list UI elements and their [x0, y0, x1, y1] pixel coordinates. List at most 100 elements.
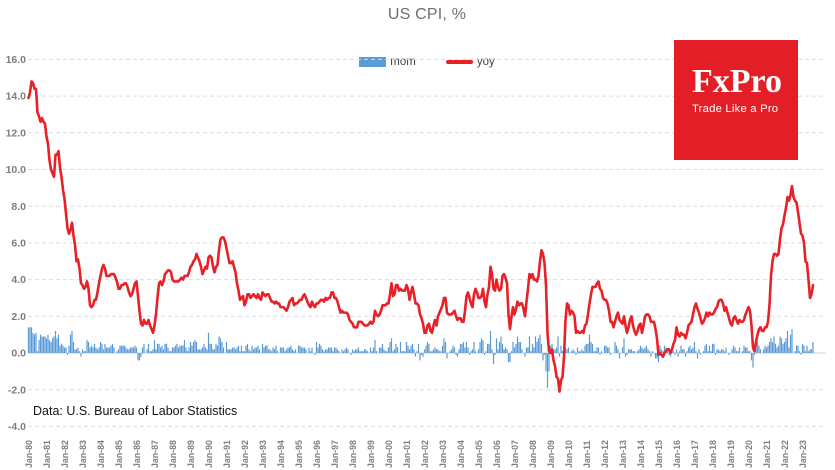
mom-bar [147, 343, 150, 353]
mom-bar [794, 351, 796, 354]
mom-bar [32, 332, 34, 353]
mom-bar [81, 349, 84, 353]
x-tick-label: Jan-03 [438, 440, 448, 468]
mom-bar [354, 349, 357, 353]
mom-bar [261, 343, 264, 353]
mom-bar [443, 338, 445, 353]
mom-bar [336, 349, 339, 353]
mom-bar [738, 347, 741, 353]
mom-bar [150, 351, 153, 354]
mom-bar [722, 349, 724, 353]
mom-bar [656, 353, 658, 359]
mom-bar [177, 347, 180, 353]
mom-bar [330, 347, 333, 353]
x-tick-label: Jan-89 [186, 440, 196, 468]
mom-bar [719, 351, 721, 354]
mom-bar [531, 343, 534, 353]
mom-bar [258, 349, 261, 353]
mom-bar [588, 334, 591, 353]
mom-bar [434, 347, 436, 353]
mom-bar [752, 353, 754, 368]
mom-bar [62, 345, 64, 353]
mom-bar [50, 341, 52, 353]
mom-bar [801, 343, 804, 353]
mom-bar [510, 351, 513, 354]
mom-bar [420, 353, 423, 355]
mom-bar [342, 351, 345, 354]
mom-bar [621, 347, 624, 353]
mom-bar [495, 338, 498, 353]
mom-bar [605, 345, 607, 353]
mom-bar [639, 345, 642, 353]
mom-bar [63, 347, 66, 353]
mom-bar [353, 351, 355, 354]
mom-bar [345, 347, 348, 353]
mom-bar [438, 351, 441, 354]
mom-bar [566, 349, 568, 353]
mom-bar [590, 341, 592, 353]
mom-bar [519, 341, 522, 353]
mom-bar [603, 345, 606, 353]
mom-bar [546, 353, 549, 388]
mom-bar [684, 353, 687, 357]
mom-bar [711, 343, 714, 353]
mom-bar [549, 345, 552, 353]
mom-bar [809, 349, 811, 353]
mom-bar [402, 351, 405, 354]
y-tick-label: 10.0 [6, 164, 27, 176]
mom-bar [498, 341, 501, 353]
mom-bar [647, 349, 649, 353]
fxpro-logo-tagline: Trade Like a Pro [692, 102, 779, 115]
mom-bar [467, 347, 469, 353]
mom-bar [651, 351, 654, 354]
mom-bar [654, 353, 657, 359]
x-tick-label: Jan-98 [348, 440, 358, 468]
mom-bar [384, 351, 387, 354]
mom-bar [731, 349, 733, 353]
mom-bar [180, 345, 183, 353]
mom-bar [47, 334, 49, 353]
mom-bar [231, 347, 234, 353]
mom-bar [294, 349, 297, 353]
x-tick-label: Jan-94 [276, 440, 286, 468]
mom-bar [285, 349, 288, 353]
mom-bar [30, 327, 33, 353]
mom-bar [221, 341, 223, 353]
mom-bar [422, 353, 424, 357]
mom-bar [803, 345, 805, 353]
mom-bar [758, 345, 760, 353]
mom-bar [410, 345, 412, 353]
mom-bar [725, 347, 727, 353]
x-tick-label: Jan-14 [636, 440, 646, 468]
mom-bar [36, 351, 39, 354]
mom-bar [407, 345, 409, 353]
mom-bar [92, 347, 94, 353]
mom-bar [269, 349, 271, 353]
mom-bar [65, 347, 67, 353]
mom-bar [209, 343, 211, 353]
mom-bar [69, 334, 72, 353]
mom-bar [477, 349, 480, 353]
mom-bar [770, 338, 772, 353]
mom-bar [243, 351, 246, 354]
mom-bar [375, 351, 378, 354]
mom-bar [83, 351, 85, 354]
x-tick-label: Jan-01 [402, 440, 412, 468]
mom-bar [642, 349, 645, 353]
mom-bar [161, 345, 163, 353]
y-tick-label: 14.0 [6, 91, 27, 103]
mom-bar [237, 345, 240, 353]
mom-bar [95, 347, 97, 353]
x-tick-label: Jan-87 [150, 440, 160, 468]
mom-bar [741, 351, 744, 354]
mom-bar [320, 345, 322, 353]
mom-bar [206, 349, 208, 353]
mom-bar [449, 351, 451, 354]
mom-bar [72, 341, 75, 353]
x-tick-label: Jan-23 [798, 440, 808, 468]
mom-bar [185, 347, 187, 353]
mom-bar [599, 353, 601, 355]
mom-bar [291, 349, 294, 353]
mom-bar [213, 349, 216, 353]
